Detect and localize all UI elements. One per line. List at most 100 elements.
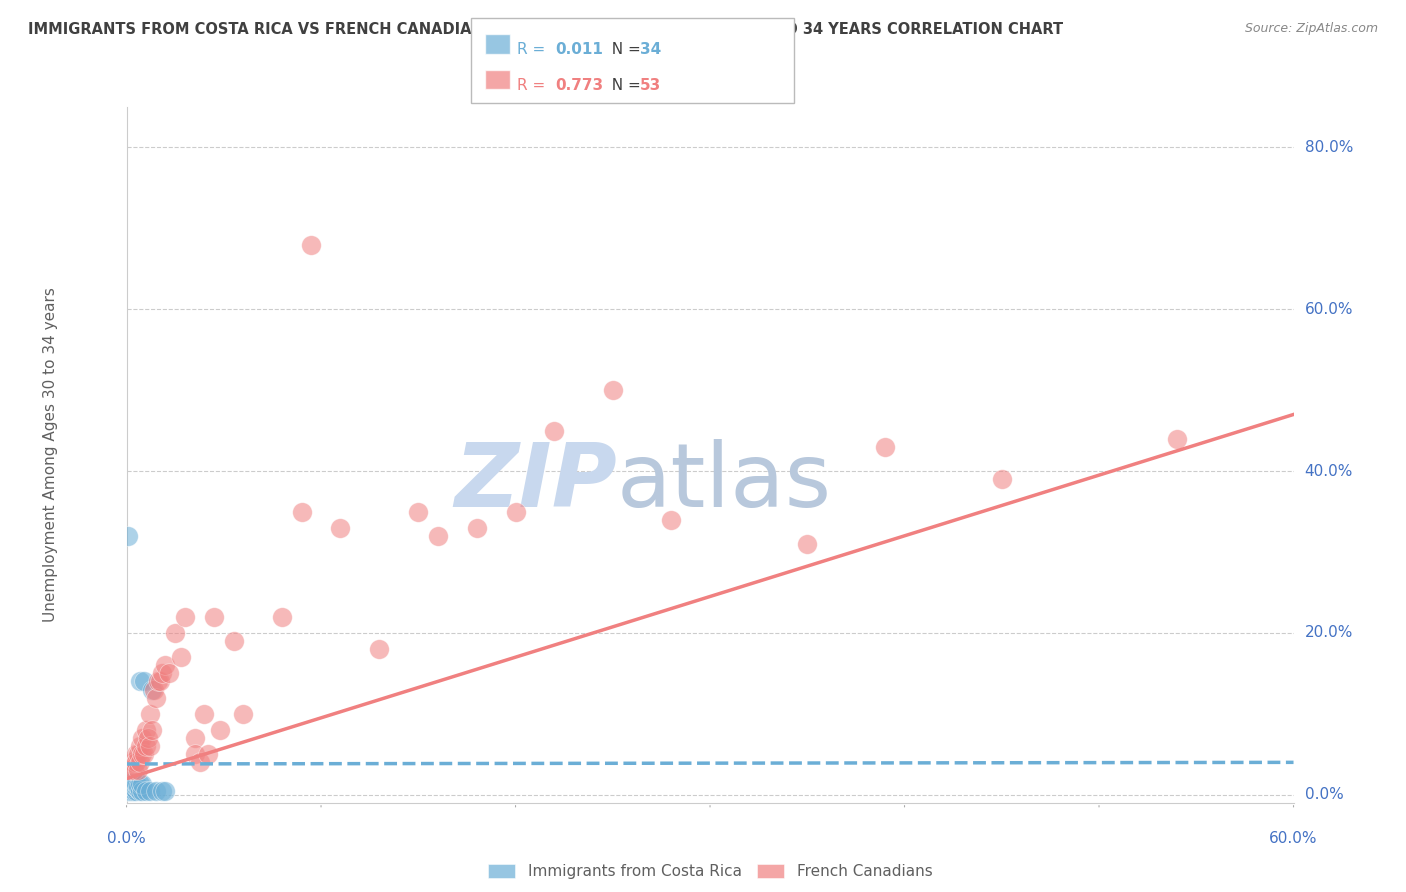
Point bbox=[124, 764, 146, 778]
Point bbox=[465, 521, 488, 535]
Point bbox=[659, 513, 682, 527]
Point bbox=[170, 650, 193, 665]
Point bbox=[129, 674, 152, 689]
Point bbox=[117, 529, 139, 543]
Point bbox=[202, 609, 225, 624]
Point bbox=[135, 723, 157, 737]
Point bbox=[120, 775, 142, 789]
Point bbox=[120, 782, 142, 797]
Text: 60.0%: 60.0% bbox=[1270, 830, 1317, 846]
Point bbox=[155, 658, 177, 673]
Point bbox=[127, 764, 149, 778]
Text: Unemployment Among Ages 30 to 34 years: Unemployment Among Ages 30 to 34 years bbox=[44, 287, 58, 623]
Text: IMMIGRANTS FROM COSTA RICA VS FRENCH CANADIAN UNEMPLOYMENT AMONG AGES 30 TO 34 Y: IMMIGRANTS FROM COSTA RICA VS FRENCH CAN… bbox=[28, 22, 1063, 37]
Point bbox=[990, 472, 1012, 486]
Point bbox=[120, 783, 142, 797]
Point bbox=[120, 764, 142, 778]
Point bbox=[183, 731, 205, 745]
Point bbox=[141, 682, 163, 697]
Point bbox=[165, 626, 187, 640]
Point bbox=[117, 783, 139, 797]
Point bbox=[141, 723, 163, 737]
Point bbox=[129, 739, 152, 754]
Point bbox=[125, 780, 148, 795]
Text: R =: R = bbox=[517, 42, 551, 57]
Point bbox=[131, 731, 153, 745]
Text: 0.0%: 0.0% bbox=[107, 830, 146, 846]
Point bbox=[125, 756, 148, 770]
Point bbox=[135, 739, 157, 754]
Text: 60.0%: 60.0% bbox=[1305, 301, 1353, 317]
Point bbox=[125, 777, 148, 791]
Point bbox=[139, 783, 162, 797]
Point bbox=[129, 783, 152, 797]
Point bbox=[271, 609, 294, 624]
Point bbox=[146, 674, 169, 689]
Point bbox=[150, 666, 173, 681]
Point bbox=[139, 706, 162, 721]
Point bbox=[132, 674, 155, 689]
Point bbox=[505, 504, 527, 518]
Text: 0.011: 0.011 bbox=[555, 42, 603, 57]
Point bbox=[149, 674, 172, 689]
Point bbox=[368, 642, 391, 657]
Point bbox=[329, 521, 352, 535]
Point bbox=[129, 756, 152, 770]
Point bbox=[139, 739, 162, 754]
Point bbox=[121, 778, 143, 792]
Point bbox=[117, 781, 139, 796]
Point bbox=[290, 504, 312, 518]
Point bbox=[135, 783, 157, 797]
Point bbox=[121, 780, 143, 794]
Point bbox=[136, 731, 159, 745]
Point bbox=[142, 682, 165, 697]
Point bbox=[1166, 432, 1188, 446]
Point bbox=[197, 747, 219, 762]
Point bbox=[117, 780, 139, 794]
Text: 53: 53 bbox=[640, 78, 661, 93]
Point bbox=[426, 529, 449, 543]
Point bbox=[124, 783, 146, 797]
Point bbox=[131, 777, 153, 791]
Point bbox=[127, 747, 149, 762]
Text: 20.0%: 20.0% bbox=[1305, 625, 1353, 640]
Text: 40.0%: 40.0% bbox=[1305, 464, 1353, 479]
Text: 34: 34 bbox=[640, 42, 661, 57]
Point bbox=[299, 237, 322, 252]
Point bbox=[183, 747, 205, 762]
Text: R =: R = bbox=[517, 78, 551, 93]
Point bbox=[222, 634, 245, 648]
Point bbox=[602, 383, 624, 397]
Point bbox=[121, 756, 143, 770]
Point bbox=[132, 747, 155, 762]
Point bbox=[157, 666, 180, 681]
Point bbox=[121, 782, 143, 797]
Point bbox=[117, 778, 139, 792]
Legend: Immigrants from Costa Rica, French Canadians: Immigrants from Costa Rica, French Canad… bbox=[482, 858, 938, 886]
Point bbox=[124, 781, 146, 796]
Point bbox=[174, 609, 197, 624]
Point bbox=[120, 778, 142, 792]
Text: 0.0%: 0.0% bbox=[1305, 788, 1343, 802]
Point bbox=[127, 779, 149, 793]
Text: N =: N = bbox=[602, 78, 645, 93]
Point bbox=[145, 690, 167, 705]
Point bbox=[124, 778, 146, 792]
Point bbox=[120, 780, 142, 794]
Text: Source: ZipAtlas.com: Source: ZipAtlas.com bbox=[1244, 22, 1378, 36]
Point bbox=[232, 706, 254, 721]
Point bbox=[208, 723, 231, 737]
Text: 0.773: 0.773 bbox=[555, 78, 603, 93]
Text: N =: N = bbox=[602, 42, 645, 57]
Point bbox=[129, 777, 152, 791]
Point bbox=[155, 783, 177, 797]
Point bbox=[150, 783, 173, 797]
Point bbox=[121, 783, 143, 797]
Text: 80.0%: 80.0% bbox=[1305, 140, 1353, 155]
Point bbox=[127, 782, 149, 797]
Text: ZIP: ZIP bbox=[454, 439, 617, 526]
Text: atlas: atlas bbox=[617, 439, 832, 526]
Point bbox=[145, 783, 167, 797]
Point bbox=[131, 783, 153, 797]
Point bbox=[125, 783, 148, 797]
